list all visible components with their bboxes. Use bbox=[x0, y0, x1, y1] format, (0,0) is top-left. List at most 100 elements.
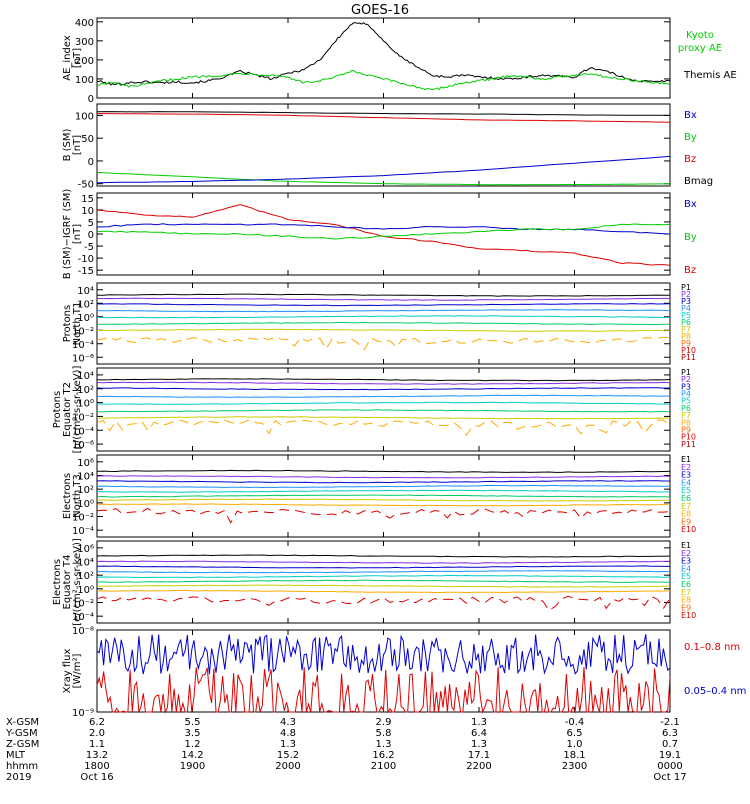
series-bx bbox=[96, 155, 671, 184]
x-info-value: 4.3 bbox=[280, 717, 296, 728]
y-tick-label: 10⁴ bbox=[77, 371, 94, 382]
legend-entry: P2 bbox=[681, 375, 691, 384]
legend-entry: E8 bbox=[681, 510, 691, 519]
legend-entry: P8 bbox=[681, 332, 691, 341]
y-tick-label: 10⁻⁹ bbox=[72, 708, 94, 719]
x-info-value: 2000 bbox=[275, 761, 300, 772]
legend-entry: E3 bbox=[681, 557, 691, 566]
y-axis-label: [e/(cm²-s-sr-keV)] bbox=[72, 538, 83, 626]
y-tick-label: 10⁻⁶ bbox=[72, 353, 94, 364]
y-tick-label: 0 bbox=[88, 94, 94, 105]
y-tick-label: 200 bbox=[75, 56, 94, 67]
series-p4 bbox=[96, 394, 671, 398]
y-tick-label: 15 bbox=[81, 194, 94, 205]
legend-entry: Bmag bbox=[684, 176, 713, 187]
y-tick-label: 10² bbox=[77, 485, 94, 496]
legend-entry: E10 bbox=[681, 525, 696, 534]
x-info-value: 1.3 bbox=[471, 717, 487, 728]
x-info-row-label: Z-GSM bbox=[6, 739, 39, 750]
series-p2 bbox=[96, 297, 671, 301]
y-axis-label: B (SM) bbox=[62, 128, 73, 161]
x-info-value: 5.8 bbox=[376, 728, 392, 739]
series-e7 bbox=[96, 498, 671, 502]
x-info-value: 3.5 bbox=[185, 728, 201, 739]
x-info-value: 2300 bbox=[562, 761, 587, 772]
x-info-value: -2.1 bbox=[660, 717, 680, 728]
y-tick-label: -50 bbox=[78, 180, 94, 191]
x-info-value: 1.1 bbox=[89, 739, 105, 750]
x-info-value: 1.3 bbox=[280, 739, 296, 750]
series-bz bbox=[97, 113, 671, 123]
legend-entry: E4 bbox=[681, 564, 691, 573]
panel-frame-bsm bbox=[96, 103, 671, 187]
x-info-value: 2100 bbox=[371, 761, 396, 772]
y-axis-label: North T1 bbox=[72, 302, 83, 346]
x-info-value: 15.2 bbox=[277, 750, 299, 761]
x-info-value: 1.3 bbox=[376, 739, 392, 750]
series-e6 bbox=[96, 579, 671, 583]
series-p3 bbox=[96, 387, 671, 391]
series-e1 bbox=[96, 554, 671, 558]
legend-entry: E10 bbox=[681, 611, 696, 620]
y-axis-label: AE_index bbox=[62, 35, 73, 81]
y-axis-label: [W/m²] bbox=[72, 653, 83, 688]
x-info-value: 0.7 bbox=[662, 739, 678, 750]
legend-entry: E9 bbox=[681, 517, 691, 526]
legend-entry: Bz bbox=[684, 154, 696, 165]
legend-entry: P2 bbox=[681, 290, 691, 299]
legend-entry: Bz bbox=[684, 265, 696, 276]
series-e1 bbox=[96, 469, 671, 473]
series-e6 bbox=[96, 494, 671, 498]
panel-frame-ae bbox=[96, 17, 671, 99]
y-tick-label: 10⁴ bbox=[77, 286, 94, 297]
y-tick-label: -15 bbox=[78, 266, 94, 277]
legend-entry: Bx bbox=[684, 199, 697, 210]
y-axis-label: Electrons bbox=[62, 473, 73, 519]
y-axis-label: Equator T2 bbox=[62, 382, 73, 437]
y-tick-label: 10⁻² bbox=[72, 412, 94, 423]
y-tick-label: 10⁴ bbox=[77, 472, 94, 483]
legend-entry: P3 bbox=[681, 297, 691, 306]
y-tick-label: 10⁻⁶ bbox=[72, 440, 94, 451]
series-p3 bbox=[96, 303, 671, 307]
y-axis-label: Electrons bbox=[52, 559, 63, 605]
x-info-value: 1.2 bbox=[185, 739, 201, 750]
y-axis-label: Equator T4 bbox=[62, 555, 73, 610]
y-tick-label: 5 bbox=[88, 218, 94, 229]
series-p7 bbox=[96, 416, 671, 420]
legend-entry: 0.05–0.4 nm bbox=[684, 686, 746, 697]
legend-entry: P1 bbox=[681, 283, 691, 292]
x-info-value: 0000 bbox=[657, 761, 682, 772]
y-tick-label: 10⁻² bbox=[72, 326, 94, 337]
legend-entry: E5 bbox=[681, 486, 691, 495]
legend-entry: P4 bbox=[681, 304, 691, 313]
x-info-value: Oct 16 bbox=[80, 772, 113, 783]
y-tick-label: 100 bbox=[75, 75, 94, 86]
series-p8 bbox=[96, 419, 671, 437]
legend-entry: E1 bbox=[681, 541, 691, 550]
series-kyoto-proxy-ae bbox=[96, 69, 671, 91]
x-info-row-label: hhmm bbox=[6, 761, 38, 772]
x-info-row-label: Y-GSM bbox=[5, 728, 38, 739]
legend-entry: E6 bbox=[681, 494, 691, 503]
legend-entry: E4 bbox=[681, 478, 691, 487]
y-tick-label: 10 bbox=[81, 206, 94, 217]
x-info-value: -0.4 bbox=[565, 717, 585, 728]
series-by bbox=[96, 223, 671, 240]
series-bz bbox=[96, 204, 671, 266]
legend-entry: E7 bbox=[681, 502, 691, 511]
legend-entry: P4 bbox=[681, 390, 691, 399]
x-info-row-label: 2019 bbox=[6, 772, 31, 783]
legend-entry: E3 bbox=[681, 471, 691, 480]
y-tick-label: 100 bbox=[75, 111, 94, 122]
x-info-value: 1900 bbox=[180, 761, 205, 772]
y-tick-label: 10⁶ bbox=[77, 458, 94, 469]
legend-entry: E2 bbox=[681, 549, 691, 558]
y-axis-label: North T3 bbox=[72, 474, 83, 518]
legend-entry: Themis AE bbox=[683, 70, 737, 81]
y-tick-label: 50 bbox=[81, 134, 94, 145]
y-tick-label: 0 bbox=[88, 157, 94, 168]
series-e2 bbox=[96, 475, 671, 479]
series-e4 bbox=[96, 570, 671, 574]
